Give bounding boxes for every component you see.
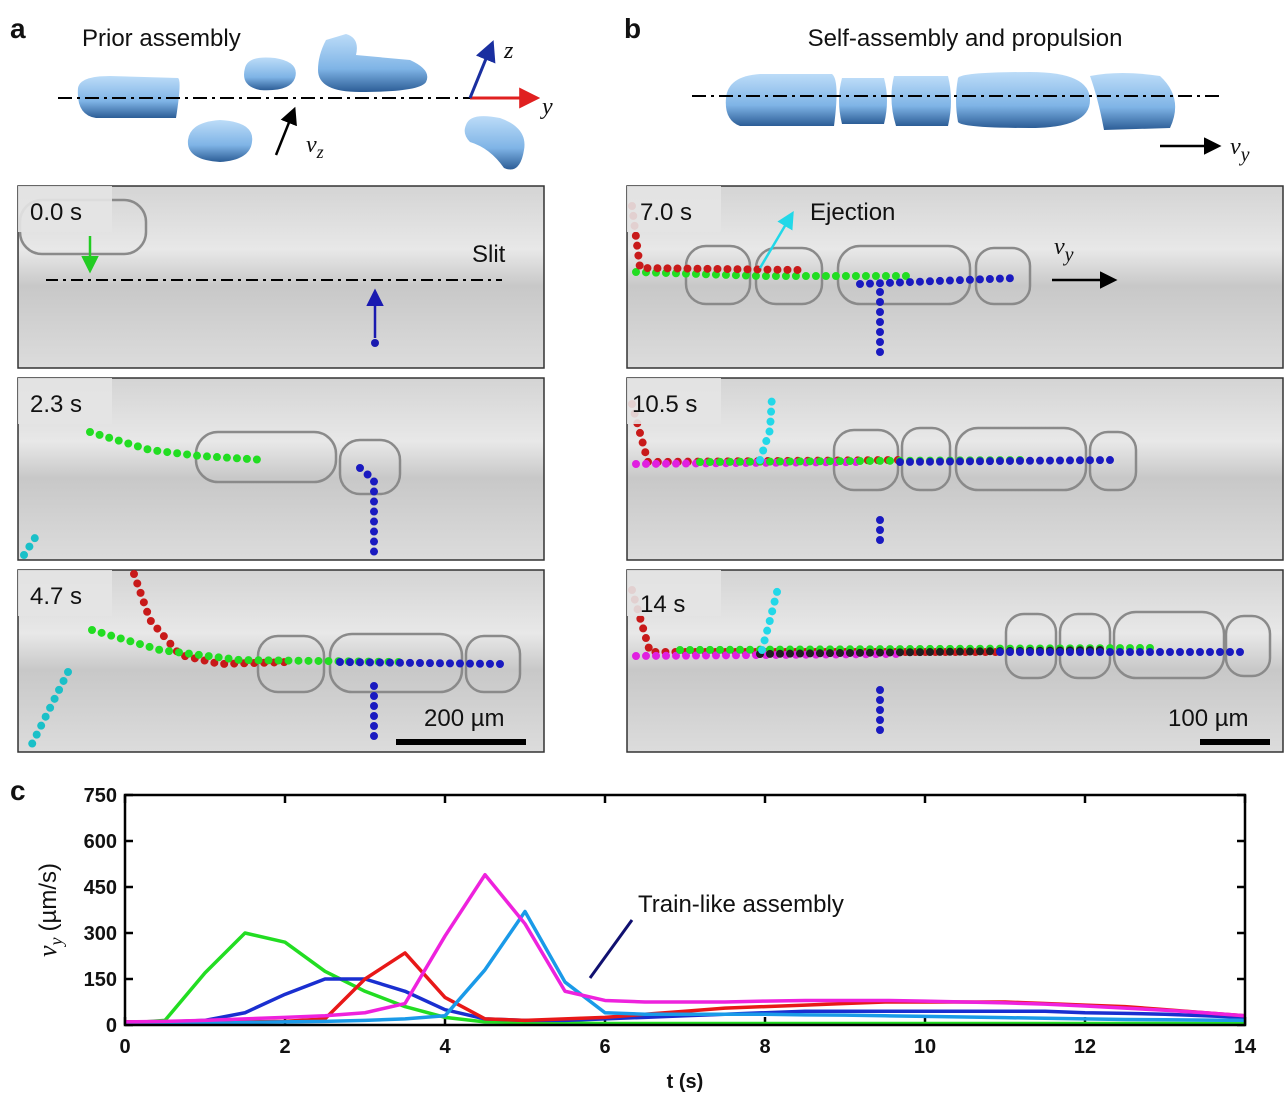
frame-time: 0.0 s [30,199,82,226]
fit-line [124,931,1245,1026]
velocity-label: vz [306,132,324,162]
velocity-sub: y [1239,144,1250,166]
fit-line [124,872,1246,1024]
micrograph: 2.3 s [17,377,545,564]
y-label-sub: y [46,937,66,947]
panel-letter: c [10,775,26,806]
y-tick-label: 150 [84,969,117,991]
micrograph: 4.7 s 200 µm [17,569,545,753]
x-tick-label: 4 [439,1036,451,1058]
x-axis-label: t (s) [667,1071,704,1093]
frame-time: 14 s [640,591,685,618]
micrograph: 0.0 s Slit [17,185,545,369]
y-tick-label: 0 [106,1015,117,1037]
frame-label: Slit [472,241,506,268]
velocity-label: vy [1054,234,1074,266]
frame-time: 4.7 s [30,583,82,610]
velocity-sub: y [1063,244,1074,266]
micrograph: 14 s 100 µm [626,569,1284,753]
velocity-symbol: v [306,132,317,158]
scale-label: 200 µm [424,705,505,732]
micrograph: 10.5 s [626,377,1284,561]
frame-time: 10.5 s [632,391,697,418]
y-tick-label: 600 [84,831,117,853]
y-tick-label: 300 [84,923,117,945]
micrograph: 7.0 s Ejection vy [626,185,1284,369]
velocity-symbol: v [1230,134,1241,160]
axis-label: z [503,38,514,64]
plot-frame [123,793,1247,1027]
x-tick-label: 14 [1234,1036,1257,1058]
velocity-label: vy [1230,134,1250,166]
x-tick-label: 2 [279,1036,290,1058]
x-tick-label: 10 [914,1036,936,1058]
frame-time: 2.3 s [30,391,82,418]
droplet-train [725,72,1176,130]
x-tick-label: 8 [759,1036,770,1058]
panel-letter: b [624,13,641,44]
plot: 0 2 4 6 8 10 12 14 0 150 300 450 600 750 [84,785,1257,1058]
panel-letter: a [10,13,26,44]
x-tick-label: 6 [599,1036,610,1058]
x-tick-label: 0 [119,1036,130,1058]
scale-label: 100 µm [1168,705,1249,732]
y-label-symbol: v [33,945,62,957]
y-axis-label: vy (µm/s) [33,863,66,957]
y-tick-label: 750 [84,785,117,807]
velocity-symbol: v [1054,234,1065,260]
annotation-pointer [588,919,634,979]
panel-title: Self-assembly and propulsion [808,25,1123,52]
annotation: Train-like assembly [638,891,844,918]
vz-arrow [274,106,297,156]
y-tick-label: 450 [84,877,117,899]
panel-title: Prior assembly [82,25,241,52]
droplet-sketch [77,34,525,170]
fit-line [125,909,1246,1026]
axis-label: y [540,94,553,120]
frame-time: 7.0 s [640,199,692,226]
velocity-sub: z [316,142,324,162]
y-label-unit: (µm/s) [35,863,62,931]
z-arrow [468,40,496,99]
x-tick-label: 12 [1074,1036,1096,1058]
frame-annotation: Ejection [810,199,895,226]
